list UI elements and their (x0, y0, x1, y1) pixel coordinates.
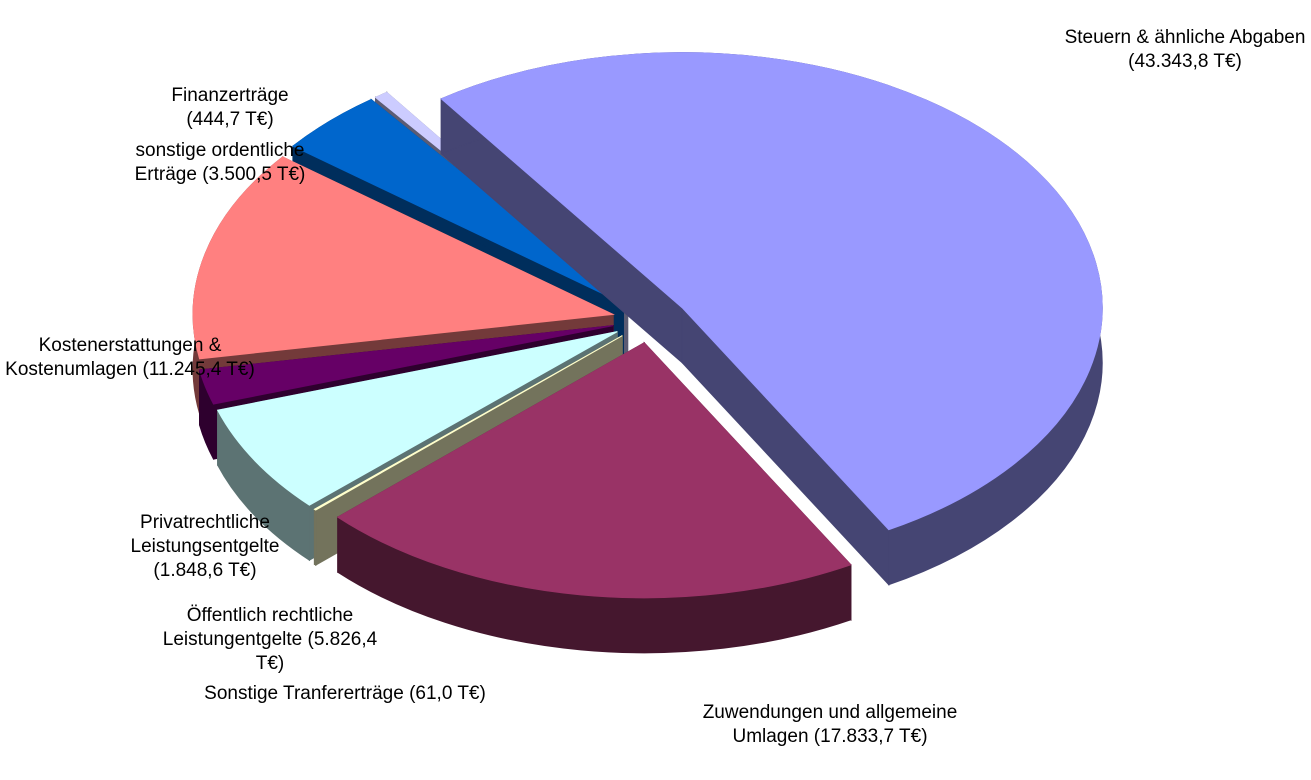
slice-top (198, 325, 614, 405)
slice-label: Kostenerstattungen & Kostenumlagen (11.2… (0, 334, 260, 382)
category-name: Finanzerträge (171, 85, 289, 106)
slice-top (440, 52, 1103, 531)
slice-label: Sonstige Tranfererträge (61,0 T€) (200, 682, 490, 706)
category-name: Steuern & ähnliche Abgaben (1064, 27, 1306, 48)
slice-top (192, 156, 615, 360)
category-name: Öffentlich rechtliche Leistungentgelte (162, 605, 354, 650)
slice-top (313, 335, 623, 511)
value-label: (43.343,8 T€) (1128, 51, 1242, 72)
slice (336, 341, 852, 654)
category-name: Sonstige Tranfererträge (204, 683, 404, 704)
value-label: (1.848,6 T€) (153, 560, 257, 581)
slice-top (216, 331, 618, 506)
slice-label: Öffentlich rechtliche Leistungentgelte (… (155, 604, 385, 676)
slice-label: Privatrechtliche Leistungsentgelte (1.84… (100, 511, 310, 583)
value-label: (11.245,4 T€) (142, 359, 255, 380)
value-label: (5.826,4 T€) (255, 629, 378, 674)
category-name: Privatrechtliche Leistungsentgelte (130, 512, 280, 557)
slice-top (292, 99, 624, 304)
value-label: (3.500,5 T€) (202, 164, 306, 185)
value-label: (61,0 T€) (409, 683, 486, 704)
category-name: sonstige ordentliche Erträge (134, 140, 305, 185)
slice-label: Zuwendungen und allgemeine Umlagen (17.8… (700, 701, 960, 749)
slice (440, 52, 1103, 586)
slice-label: Steuern & ähnliche Abgaben (43.343,8 T€) (1060, 26, 1310, 74)
slice-label: Finanzerträge (444,7 T€) (145, 84, 315, 132)
value-label: (17.833,7 T€) (813, 726, 928, 747)
slice-top (336, 342, 852, 599)
category-name: Kostenerstattungen & Kostenumlagen (5, 335, 222, 380)
category-name: Zuwendungen und allgemeine Umlagen (702, 702, 958, 747)
slice-wall (313, 508, 317, 567)
value-label: (444,7 T€) (186, 109, 274, 130)
slice-label: sonstige ordentliche Erträge (3.500,5 T€… (115, 139, 325, 187)
